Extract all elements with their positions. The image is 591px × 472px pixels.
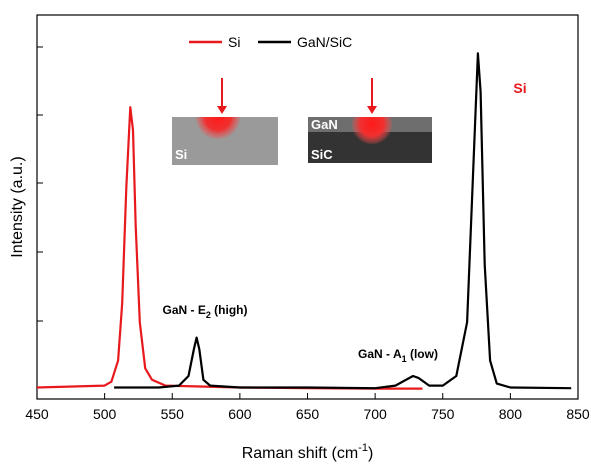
inset-si: Si bbox=[172, 78, 278, 165]
annotation-tail: (high) bbox=[211, 303, 248, 317]
inset-label: Si bbox=[175, 147, 187, 162]
plot-frame bbox=[36, 14, 579, 400]
series-line bbox=[114, 52, 572, 390]
x-axis-label: Raman shift (cm-1) bbox=[242, 442, 374, 462]
annotation-text: GaN - A bbox=[358, 347, 402, 361]
annotation: GaN - E2 (high) bbox=[162, 303, 247, 320]
annotation: GaN - A1 (low) bbox=[358, 347, 438, 364]
annotation-text: Si bbox=[513, 80, 526, 96]
x-tick-label: 750 bbox=[431, 406, 455, 422]
annotation-sub: 2 bbox=[206, 310, 211, 320]
inset-label: SiC bbox=[311, 147, 333, 162]
legend-label: GaN/SiC bbox=[297, 34, 352, 50]
x-axis-label-sup: -1 bbox=[358, 442, 368, 454]
x-axis-label-tail: ) bbox=[368, 445, 373, 462]
x-tick-label: 550 bbox=[161, 406, 185, 422]
x-axis-label-text: Raman shift (cm bbox=[242, 445, 358, 462]
annotation-tail: (low) bbox=[407, 347, 438, 361]
y-axis-label: Intensity (a.u.) bbox=[9, 156, 26, 257]
legend-label: Si bbox=[228, 34, 240, 50]
x-tick-label: 650 bbox=[296, 406, 320, 422]
annotation-sub: 1 bbox=[402, 354, 407, 364]
x-tick-label: 850 bbox=[566, 406, 590, 422]
x-tick-label: 700 bbox=[363, 406, 387, 422]
x-tick-label: 450 bbox=[25, 406, 49, 422]
annotation: Si bbox=[513, 80, 526, 96]
y-ticks bbox=[37, 46, 43, 322]
inset-label: GaN bbox=[311, 117, 338, 132]
x-tick-label: 800 bbox=[499, 406, 523, 422]
inset-gan-sic: GaN SiC bbox=[308, 78, 432, 163]
x-tick-label: 600 bbox=[228, 406, 252, 422]
x-tick-label: 500 bbox=[93, 406, 117, 422]
annotation-text: GaN - E bbox=[162, 303, 205, 317]
